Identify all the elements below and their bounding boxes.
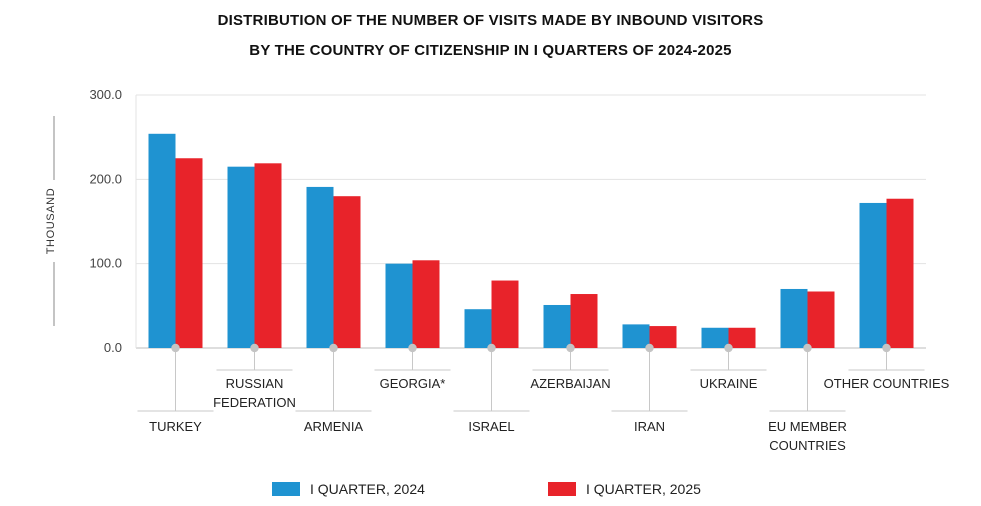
category-dot — [882, 343, 891, 353]
category-dot — [329, 343, 338, 353]
category-label: EU MEMBER — [768, 419, 847, 434]
category-dot — [408, 343, 417, 353]
bar-2025 — [886, 198, 914, 348]
category-dot — [487, 343, 496, 353]
category-label: RUSSIAN — [226, 376, 284, 391]
bar-2025 — [412, 260, 440, 348]
bar-2024 — [148, 133, 176, 348]
category-label: ARMENIA — [304, 419, 364, 434]
bar-2024 — [859, 202, 887, 348]
bar-2025 — [254, 163, 282, 348]
category-dot — [250, 343, 259, 353]
category-label: GEORGIA* — [380, 376, 446, 391]
category-label: COUNTRIES — [769, 438, 846, 453]
bar-2025 — [333, 196, 361, 348]
category-label: FEDERATION — [213, 395, 296, 410]
y-tick-label: 200.0 — [89, 171, 122, 186]
bar-2025 — [649, 326, 677, 348]
bar-chart: 0.0 100.0 200.0 300.0 THOUSAND TURKEY RUSSIAN F… — [45, 87, 950, 453]
bar-2025 — [807, 291, 835, 348]
bar-2024 — [701, 327, 729, 348]
category-dot — [171, 343, 180, 353]
legend-swatch-2025 — [548, 482, 576, 496]
category-label: UKRAINE — [700, 376, 758, 391]
category-dot — [724, 343, 733, 353]
bar-2024 — [385, 263, 413, 348]
legend-label-2025: I QUARTER, 2025 — [586, 481, 701, 497]
bar-2024 — [622, 324, 650, 348]
category-label: OTHER COUNTRIES — [824, 376, 950, 391]
legend-label-2024: I QUARTER, 2024 — [310, 481, 425, 497]
legend-swatch-2024 — [272, 482, 300, 496]
y-axis-title: THOUSAND — [45, 188, 57, 255]
category-label: IRAN — [634, 419, 665, 434]
bar-2024 — [464, 309, 492, 348]
legend-item-2024: I QUARTER, 2024 — [272, 480, 425, 498]
legend-item-2025: I QUARTER, 2025 — [548, 480, 701, 498]
y-tick-label: 100.0 — [89, 256, 122, 271]
bar-2025 — [570, 294, 598, 348]
category-dot — [566, 343, 575, 353]
chart-title-line-2: BY THE COUNTRY OF CITIZENSHIP IN I QUART… — [249, 42, 732, 59]
chart-title-line-1: DISTRIBUTION OF THE NUMBER OF VISITS MAD… — [217, 12, 764, 29]
bar-2025 — [728, 327, 756, 348]
bar-2025 — [175, 158, 203, 348]
category-dot — [645, 343, 654, 353]
category-label: AZERBAIJAN — [530, 376, 610, 391]
category-dot — [803, 343, 812, 353]
category-label: ISRAEL — [468, 419, 514, 434]
y-tick-label: 0.0 — [104, 340, 122, 355]
bar-2025 — [491, 280, 519, 348]
bar-2024 — [780, 288, 808, 348]
category-label: TURKEY — [149, 419, 202, 434]
bar-2024 — [227, 166, 255, 348]
bar-2024 — [543, 304, 571, 348]
bar-2024 — [306, 186, 334, 348]
y-tick-label: 300.0 — [89, 87, 122, 102]
